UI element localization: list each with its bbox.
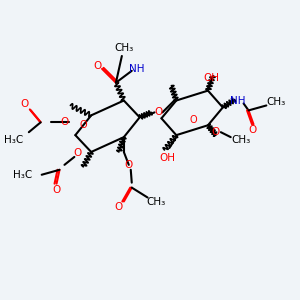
Text: CH₃: CH₃ [231, 135, 250, 145]
Text: OH: OH [159, 153, 176, 163]
Text: CH₃: CH₃ [146, 197, 165, 208]
Text: O: O [154, 107, 163, 117]
Text: O: O [73, 148, 82, 158]
Text: O: O [52, 184, 61, 195]
Text: O: O [80, 120, 87, 130]
Text: O: O [93, 61, 101, 71]
Text: NH: NH [129, 64, 145, 74]
Text: O: O [125, 160, 133, 170]
Text: O: O [115, 202, 123, 212]
Text: H₃C: H₃C [4, 135, 23, 145]
Text: OH: OH [203, 73, 219, 83]
Text: O: O [21, 100, 29, 110]
Text: O: O [248, 125, 256, 135]
Text: NH: NH [230, 95, 245, 106]
Text: O: O [60, 117, 69, 127]
Text: CH₃: CH₃ [114, 43, 134, 53]
Text: O: O [212, 127, 220, 137]
Text: CH₃: CH₃ [267, 98, 286, 107]
Text: O: O [189, 115, 197, 125]
Text: H₃C: H₃C [13, 170, 32, 180]
